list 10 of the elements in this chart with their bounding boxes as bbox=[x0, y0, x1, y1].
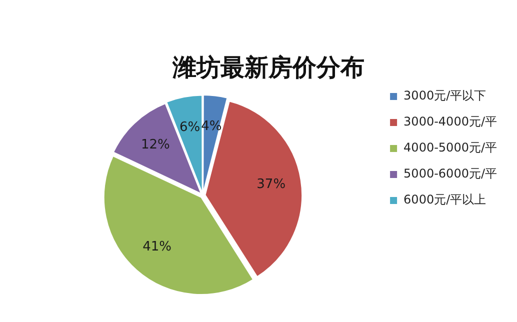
data-label: 41% bbox=[142, 240, 172, 255]
data-label: 37% bbox=[256, 176, 286, 192]
legend-label: 6000元/平以上 bbox=[404, 192, 486, 207]
chart-title: 潍坊最新房价分布 bbox=[172, 52, 364, 82]
legend-label: 3000-4000元/平 bbox=[404, 114, 497, 129]
legend-label: 5000-6000元/平 bbox=[404, 166, 497, 181]
legend-label: 3000元/平以下 bbox=[404, 88, 486, 103]
data-label: 12% bbox=[140, 137, 170, 152]
data-label: 6% bbox=[179, 120, 200, 135]
legend-label: 4000-5000元/平 bbox=[404, 140, 497, 155]
